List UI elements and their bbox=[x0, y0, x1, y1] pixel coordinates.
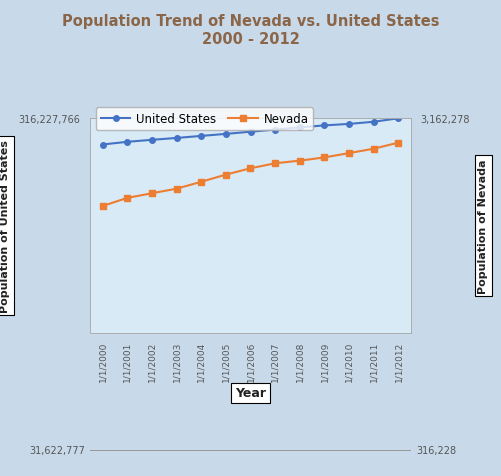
United States bbox=[371, 119, 377, 125]
Text: 316,228: 316,228 bbox=[416, 445, 456, 455]
Nevada bbox=[149, 191, 155, 197]
Line: Nevada: Nevada bbox=[100, 140, 401, 209]
Y-axis label: Population of Nevada: Population of Nevada bbox=[478, 159, 488, 293]
United States bbox=[346, 122, 352, 128]
Nevada bbox=[272, 161, 278, 167]
Nevada bbox=[124, 196, 130, 201]
United States bbox=[149, 138, 155, 143]
Nevada bbox=[371, 147, 377, 152]
United States bbox=[198, 134, 204, 139]
Legend: United States, Nevada: United States, Nevada bbox=[96, 108, 313, 130]
United States bbox=[223, 132, 229, 138]
Nevada bbox=[346, 151, 352, 157]
United States bbox=[124, 139, 130, 145]
Nevada bbox=[223, 172, 229, 178]
Nevada bbox=[173, 187, 179, 192]
United States bbox=[247, 129, 254, 135]
United States bbox=[173, 136, 179, 141]
United States bbox=[100, 142, 106, 148]
X-axis label: Year: Year bbox=[235, 387, 266, 400]
Line: United States: United States bbox=[100, 116, 401, 148]
Nevada bbox=[198, 179, 204, 185]
Nevada bbox=[247, 166, 254, 172]
Nevada bbox=[100, 204, 106, 209]
Y-axis label: Population of United States: Population of United States bbox=[0, 140, 10, 312]
United States bbox=[395, 116, 401, 122]
Nevada bbox=[322, 155, 328, 161]
United States bbox=[272, 128, 278, 133]
Text: 31,622,777: 31,622,777 bbox=[29, 445, 85, 455]
United States bbox=[297, 125, 303, 131]
United States bbox=[322, 123, 328, 129]
Text: Population Trend of Nevada vs. United States
2000 - 2012: Population Trend of Nevada vs. United St… bbox=[62, 14, 439, 47]
Nevada bbox=[297, 159, 303, 164]
Nevada bbox=[395, 140, 401, 146]
